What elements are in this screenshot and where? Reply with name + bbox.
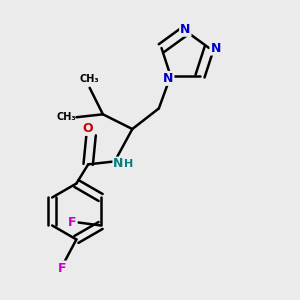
Text: N: N	[180, 23, 190, 36]
Text: CH₃: CH₃	[80, 74, 100, 84]
Text: N: N	[163, 72, 173, 85]
Text: O: O	[83, 122, 94, 135]
Text: F: F	[68, 216, 76, 229]
Text: CH₃: CH₃	[56, 112, 76, 122]
Text: H: H	[124, 159, 134, 169]
Text: N: N	[113, 157, 123, 170]
Text: N: N	[210, 41, 221, 55]
Text: F: F	[57, 262, 66, 275]
